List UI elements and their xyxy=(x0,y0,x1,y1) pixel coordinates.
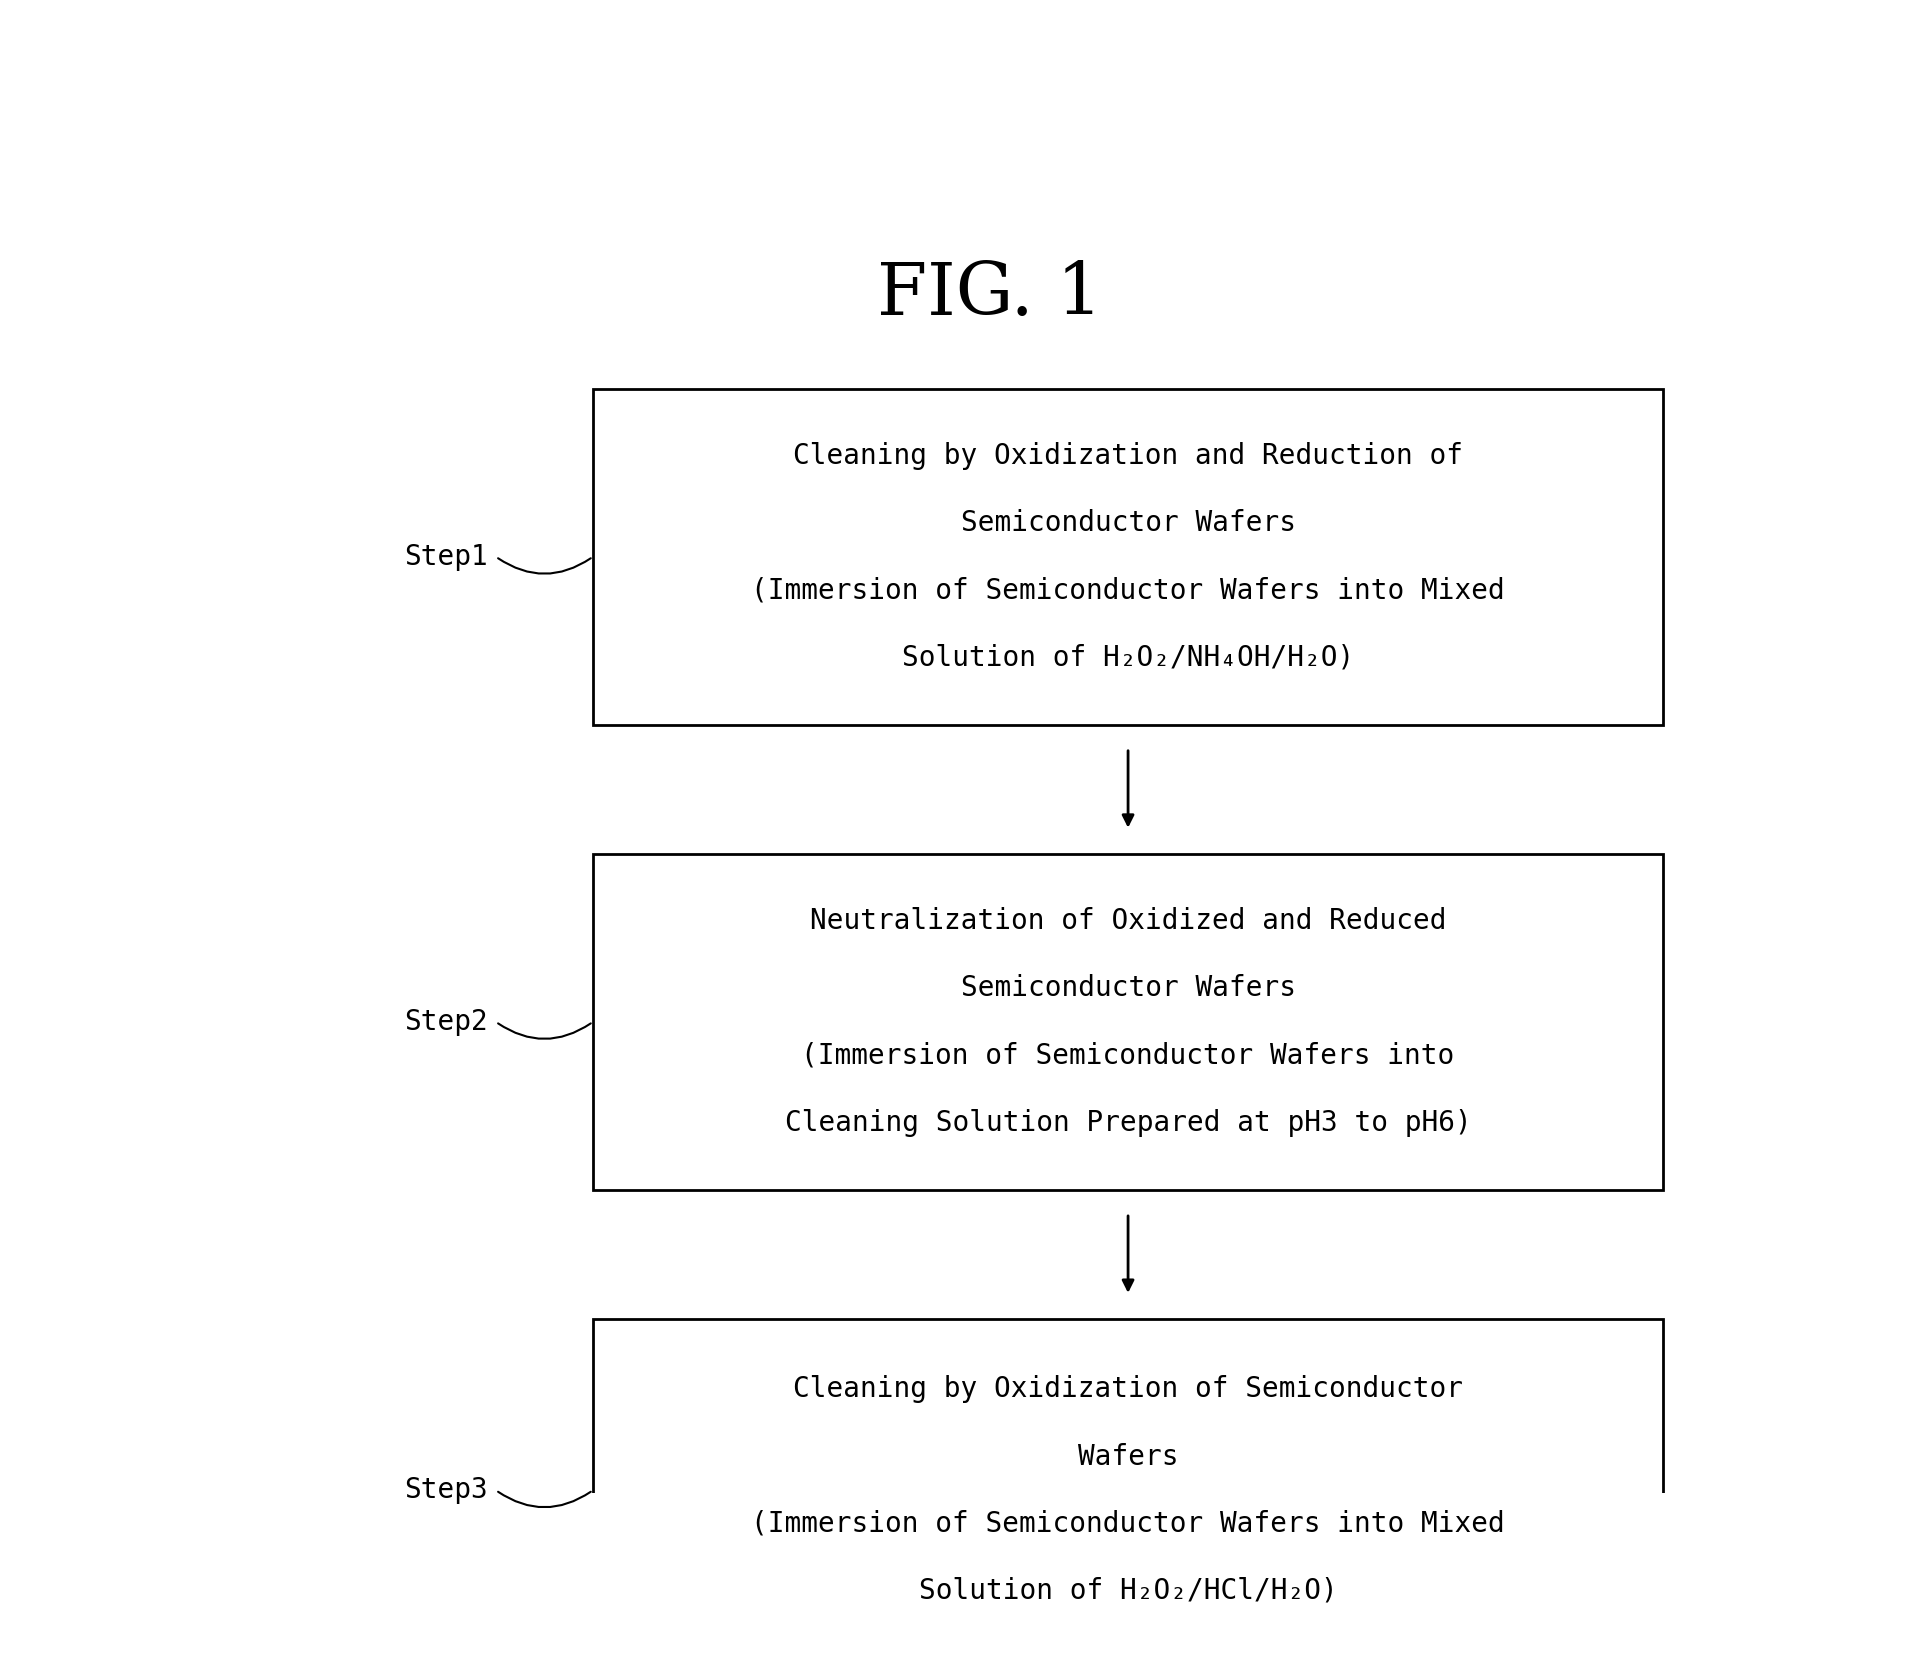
Text: (Immersion of Semiconductor Wafers into: (Immersion of Semiconductor Wafers into xyxy=(801,1042,1453,1069)
Bar xyxy=(593,389,1662,725)
Text: Neutralization of Oxidized and Reduced: Neutralization of Oxidized and Reduced xyxy=(809,908,1446,935)
Text: Cleaning Solution Prepared at pH3 to pH6): Cleaning Solution Prepared at pH3 to pH6… xyxy=(784,1109,1471,1136)
Text: (Immersion of Semiconductor Wafers into Mixed: (Immersion of Semiconductor Wafers into … xyxy=(751,1510,1503,1537)
Text: Semiconductor Wafers: Semiconductor Wafers xyxy=(959,508,1295,537)
Text: Step2: Step2 xyxy=(405,1008,488,1035)
Text: Step1: Step1 xyxy=(405,542,488,571)
Text: FIG. 1: FIG. 1 xyxy=(876,260,1102,331)
Text: Step3: Step3 xyxy=(405,1477,488,1503)
Text: Wafers: Wafers xyxy=(1077,1443,1177,1470)
Bar xyxy=(593,854,1662,1190)
Text: Semiconductor Wafers: Semiconductor Wafers xyxy=(959,975,1295,1002)
Text: Cleaning by Oxidization of Semiconductor: Cleaning by Oxidization of Semiconductor xyxy=(793,1376,1463,1403)
Text: Cleaning by Oxidization and Reduction of: Cleaning by Oxidization and Reduction of xyxy=(793,441,1463,470)
Text: Solution of H₂O₂/HCl/H₂O): Solution of H₂O₂/HCl/H₂O) xyxy=(919,1577,1337,1604)
Text: Solution of H₂O₂/NH₄OH/H₂O): Solution of H₂O₂/NH₄OH/H₂O) xyxy=(901,643,1353,671)
Bar xyxy=(593,1319,1662,1661)
Text: (Immersion of Semiconductor Wafers into Mixed: (Immersion of Semiconductor Wafers into … xyxy=(751,576,1503,604)
